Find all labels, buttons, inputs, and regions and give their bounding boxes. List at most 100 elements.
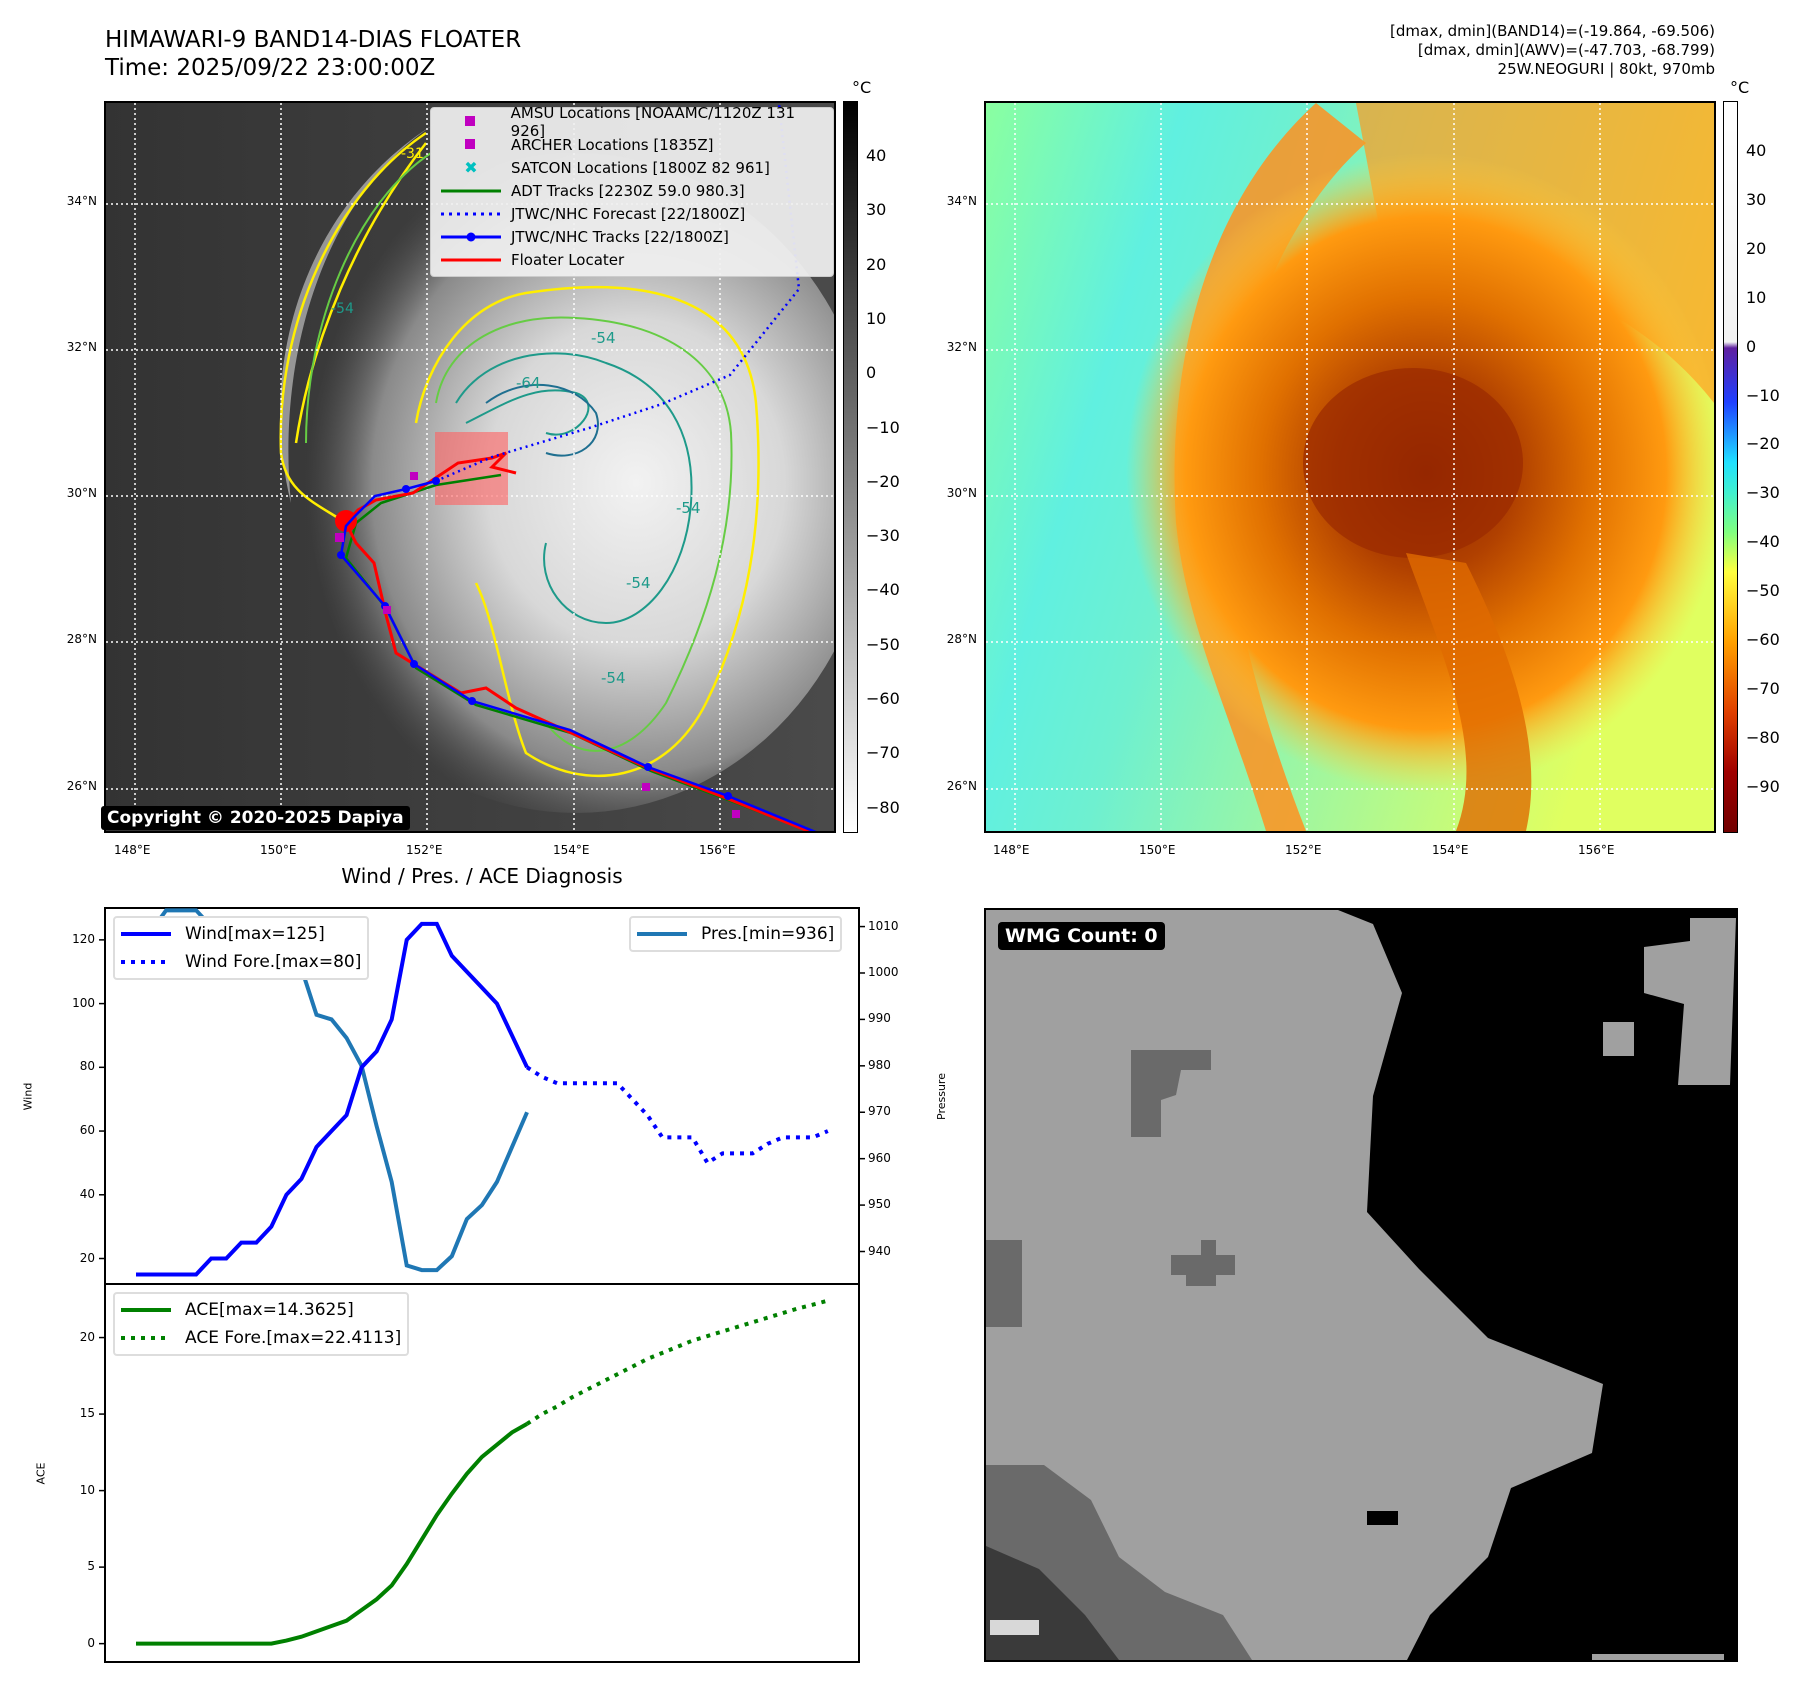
storm-info: [dmax, dmin](BAND14)=(-19.864, -69.506) … [1390,22,1715,79]
map-legend: AMSU Locations [NOAAMC/1120Z 131 926] ARC… [430,104,834,277]
colorbar-tick-label: 0 [1746,336,1757,356]
wmg-count-label: WMG Count: 0 [998,922,1165,950]
legend-label: ARCHER Locations [1835Z] [511,135,714,154]
jtwc-forecast-track [435,103,801,483]
lat-tick-label: 26°N [66,779,97,793]
pressure-tick-label: 980 [868,1057,891,1072]
colorbar-unit: °C [852,78,872,97]
wind-axis-label: Wind [21,1082,35,1111]
ace-tick-label: 10 [79,1482,95,1497]
legend-item: ARCHER Locations [1835Z] [431,133,833,156]
pressure-legend-line [637,932,687,936]
pressure-legend: Pres.[min=936] [629,916,843,952]
colorbar-tick-label: −70 [1746,678,1780,698]
lat-tick-label: 34°N [946,194,977,208]
legend-label: Floater Locater [511,250,625,269]
lat-tick-label: 30°N [66,486,97,500]
ace-tick-label: 15 [79,1406,95,1421]
wind-tick-label: 80 [79,1059,95,1074]
ace-forecast-line [525,1298,829,1426]
wind-tick-label: 60 [79,1123,95,1138]
wind-legend: Wind[max=125] Wind Fore.[max=80] [113,916,370,980]
ace-fore-legend-label: ACE Fore.[max=22.4113] [185,1328,402,1348]
ace-tick-label: 0 [87,1635,95,1650]
colorbar-tick-label: −50 [1746,581,1780,601]
colorbar-unit: °C [1730,78,1750,97]
wind-forecast-line [525,1065,829,1166]
colorbar-tick-label: −60 [866,689,900,708]
ace-tick-label: 20 [79,1329,95,1344]
awv-map [984,101,1716,833]
diagnosis-title: Wind / Pres. / ACE Diagnosis [341,864,623,888]
lat-tick-label: 28°N [946,632,977,646]
legend-label: ADT Tracks [2230Z 59.0 980.3] [511,181,745,200]
pressure-tick-label: 970 [868,1104,891,1119]
awv-colorbar [1723,101,1738,833]
colorbar-tick-label: 30 [1746,189,1767,209]
legend-symbol-icon [431,115,511,128]
colorbar-tick-label: −20 [1746,434,1780,454]
contour-teal [455,352,693,625]
legend-item: AMSU Locations [NOAAMC/1120Z 131 926] [431,104,833,140]
title-line: HIMAWARI-9 BAND14-DIAS FLOATER [105,27,522,53]
colorbar-tick-label: −30 [1746,483,1780,503]
colorbar-tick-label: −80 [1746,727,1780,747]
band14-range: [dmax, dmin](BAND14)=(-19.864, -69.506) [1390,22,1715,40]
colorbar-tick-label: −20 [866,471,900,491]
wmg-panel [984,908,1738,1662]
legend-label: AMSU Locations [NOAAMC/1120Z 131 926] [510,103,796,140]
legend-item: ADT Tracks [2230Z 59.0 980.3] [431,179,833,202]
legend-symbol-icon: ✖ [464,158,478,177]
lon-tick-label: 152°E [406,843,443,857]
legend-label: JTWC/NHC Forecast [22/1800Z] [511,204,746,223]
lon-tick-label: 154°E [1432,843,1469,857]
legend-symbol-icon [431,188,511,194]
colorbar-tick-label: −40 [866,580,900,600]
colorbar-tick-label: 20 [866,254,887,274]
colorbar-tick-label: 40 [866,146,887,165]
lat-tick-label: 34°N [66,194,97,208]
lon-tick-label: 152°E [1285,843,1322,857]
colorbar-tick-label: 30 [866,200,887,220]
pressure-tick-label: 990 [868,1011,891,1026]
time-line: Time: 2025/09/22 23:00:00Z [105,55,436,81]
band14-map: -54 -54 -64 -54 -54 -54 -31 AMSU Locatio… [104,101,836,833]
colorbar-tick-label: 10 [1746,287,1767,307]
contour-label: -54 [591,329,616,347]
legend-item: Floater Locater [431,248,833,271]
lat-tick-label: 28°N [66,632,97,646]
colorbar-tick-label: −30 [866,526,900,546]
legend-label: SATCON Locations [1800Z 82 961] [511,158,770,177]
lat-tick-label: 26°N [946,779,977,793]
colorbar-tick-label: −70 [866,743,900,763]
legend-symbol-icon [431,211,511,217]
pressure-tick-label: 940 [868,1243,891,1258]
colorbar-tick-label: 0 [866,363,877,383]
wind-fore-legend-label: Wind Fore.[max=80] [185,952,362,972]
legend-item: JTWC/NHC Forecast [22/1800Z] [431,202,833,225]
legend-item: ✖ SATCON Locations [1800Z 82 961] [431,156,833,179]
lon-tick-label: 148°E [114,843,151,857]
legend-symbol-icon [431,257,511,263]
storm-summary: 25W.NEOGURI | 80kt, 970mb [1497,60,1715,78]
colorbar-tick-label: −90 [1746,776,1780,796]
lon-tick-label: 156°E [699,843,736,857]
colorbar-tick-label: 40 [1746,141,1767,160]
colorbar-tick-label: −10 [1746,385,1780,405]
wind-tick-label: 100 [72,995,95,1010]
figure-title: HIMAWARI-9 BAND14-DIAS FLOATER Time: 202… [105,26,521,82]
pressure-tick-label: 960 [868,1150,891,1165]
awv-map-grid [986,103,1714,831]
ace-legend: ACE[max=14.3625] ACE Fore.[max=22.4113] [113,1292,410,1356]
legend-item: JTWC/NHC Tracks [22/1800Z] [431,225,833,248]
colorbar-tick-label: −80 [866,797,900,817]
pressure-tick-label: 1010 [868,918,899,933]
awv-imagery [986,103,1714,831]
band14-colorbar [843,101,858,833]
amsu-archer-markers [335,472,740,818]
pressure-legend-label: Pres.[min=936] [701,924,835,944]
pressure-line [136,908,529,1273]
pressure-tick-label: 1000 [868,964,899,979]
pressure-axis-label: Pressure [934,1073,948,1120]
